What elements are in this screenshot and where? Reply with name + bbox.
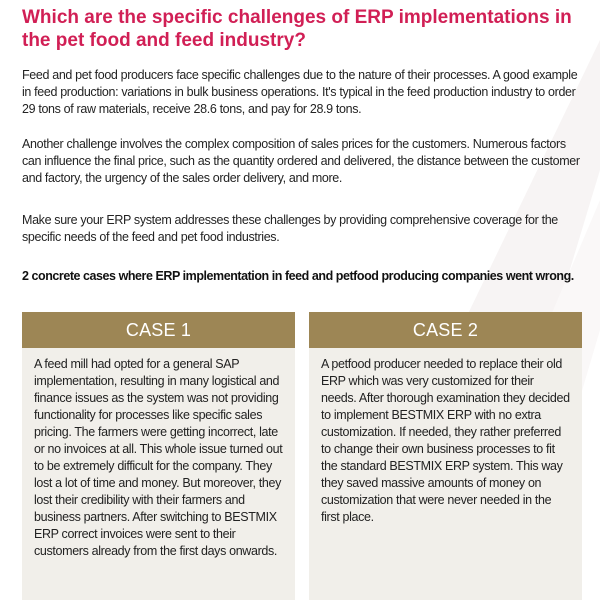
case-1-card: CASE 1 A feed mill had opted for a gener…	[22, 312, 295, 600]
case-2-text: A petfood producer needed to replace the…	[321, 357, 570, 524]
intro-paragraph: Feed and pet food producers face specifi…	[22, 68, 578, 116]
case-1-header: CASE 1	[22, 312, 295, 348]
case-2-card: CASE 2 A petfood producer needed to repl…	[309, 312, 582, 600]
pricing-paragraph: Another challenge involves the complex c…	[22, 137, 580, 185]
case-2-header: CASE 2	[309, 312, 582, 348]
cases-lead: 2 concrete cases where ERP implementatio…	[22, 269, 574, 283]
advice-paragraph: Make sure your ERP system addresses thes…	[22, 213, 558, 244]
case-1-text: A feed mill had opted for a general SAP …	[34, 357, 283, 558]
page-title: Which are the specific challenges of ERP…	[22, 7, 572, 51]
